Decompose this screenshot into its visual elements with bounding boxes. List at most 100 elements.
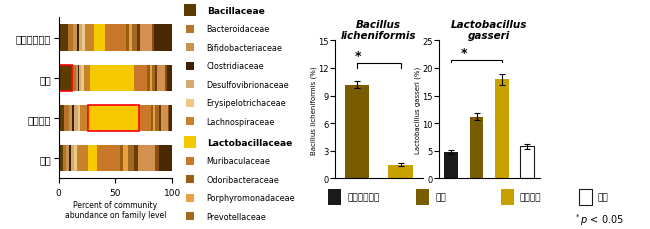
- Bar: [84, 25, 94, 51]
- Text: Erysipelotrichaceae: Erysipelotrichaceae: [207, 99, 286, 108]
- Bar: [88, 106, 139, 131]
- Bar: [94, 25, 105, 51]
- Bar: [105, 25, 125, 51]
- Text: Bacillaceae: Bacillaceae: [207, 7, 265, 16]
- Bar: [77, 146, 88, 172]
- Text: Muribaculaceae: Muribaculaceae: [207, 156, 270, 165]
- Bar: [125, 25, 129, 51]
- X-axis label: Percent of community
abundance on family level: Percent of community abundance on family…: [65, 200, 166, 219]
- Bar: [133, 25, 137, 51]
- Bar: [58, 146, 63, 172]
- Bar: [124, 146, 128, 172]
- Bar: [72, 106, 75, 131]
- Bar: [578, 189, 592, 205]
- Bar: [81, 65, 83, 91]
- Bar: [165, 65, 166, 91]
- Bar: [64, 106, 69, 131]
- Bar: [344, 85, 369, 179]
- Bar: [58, 65, 72, 91]
- Text: 糧層: 糧層: [436, 193, 447, 202]
- Bar: [495, 80, 509, 179]
- Bar: [58, 25, 68, 51]
- Text: Desulfovibrionaceae: Desulfovibrionaceae: [207, 81, 289, 90]
- Text: *: *: [354, 49, 361, 62]
- Bar: [73, 25, 77, 51]
- Y-axis label: Lactobacillus gasseri (%): Lactobacillus gasseri (%): [414, 66, 421, 153]
- Bar: [77, 25, 79, 51]
- Text: $^*p$ < 0.05: $^*p$ < 0.05: [574, 211, 624, 227]
- Bar: [75, 65, 78, 91]
- Bar: [78, 106, 80, 131]
- Bar: [129, 25, 133, 51]
- Bar: [90, 65, 134, 91]
- Bar: [120, 146, 124, 172]
- Bar: [98, 146, 120, 172]
- Bar: [69, 146, 71, 172]
- Text: Bifidobacteriaceae: Bifidobacteriaceae: [207, 44, 283, 53]
- Text: Bacteroidaceae: Bacteroidaceae: [207, 25, 270, 34]
- Bar: [154, 25, 172, 51]
- Bar: [58, 65, 72, 91]
- Bar: [83, 65, 90, 91]
- Text: Lactobacillaceae: Lactobacillaceae: [207, 138, 292, 147]
- Bar: [151, 65, 155, 91]
- Bar: [166, 65, 172, 91]
- Bar: [88, 146, 98, 172]
- Bar: [66, 146, 69, 172]
- Text: Clostridiaceae: Clostridiaceae: [207, 62, 265, 71]
- Bar: [88, 106, 139, 131]
- Bar: [151, 106, 153, 131]
- Y-axis label: Bacillus licheniformis (%): Bacillus licheniformis (%): [310, 66, 317, 154]
- Bar: [69, 106, 72, 131]
- Text: Porphyromonadaceae: Porphyromonadaceae: [207, 193, 295, 202]
- Title: Bacillus
licheniformis: Bacillus licheniformis: [341, 20, 417, 41]
- Text: コントロール: コントロール: [348, 193, 380, 202]
- Bar: [469, 117, 484, 179]
- Bar: [150, 65, 152, 91]
- Bar: [72, 65, 75, 91]
- Bar: [161, 106, 168, 131]
- Bar: [328, 189, 341, 205]
- Bar: [137, 25, 140, 51]
- Text: 亜糧粉層: 亜糧粉層: [520, 193, 541, 202]
- Text: Lachnospiraceae: Lachnospiraceae: [207, 117, 275, 126]
- Bar: [128, 146, 134, 172]
- Bar: [74, 106, 78, 131]
- Bar: [155, 65, 157, 91]
- Text: Prevotellaceae: Prevotellaceae: [207, 212, 266, 221]
- Bar: [157, 65, 165, 91]
- Text: 胚乳: 胚乳: [598, 193, 609, 202]
- Bar: [138, 146, 155, 172]
- Bar: [155, 106, 159, 131]
- Bar: [80, 106, 88, 131]
- Bar: [389, 165, 413, 179]
- Bar: [71, 146, 74, 172]
- Bar: [134, 146, 138, 172]
- Text: Odoribacteraceae: Odoribacteraceae: [207, 175, 280, 184]
- Bar: [68, 25, 73, 51]
- Bar: [134, 65, 147, 91]
- Bar: [445, 152, 458, 179]
- Bar: [74, 146, 77, 172]
- Bar: [500, 189, 514, 205]
- Bar: [58, 106, 64, 131]
- Bar: [169, 106, 172, 131]
- Bar: [79, 25, 83, 51]
- Bar: [153, 106, 155, 131]
- Bar: [79, 65, 81, 91]
- Bar: [63, 146, 66, 172]
- Bar: [140, 25, 151, 51]
- Bar: [159, 146, 172, 172]
- Bar: [159, 106, 161, 131]
- Bar: [151, 25, 154, 51]
- Bar: [139, 106, 151, 131]
- Bar: [520, 147, 534, 179]
- Bar: [155, 146, 159, 172]
- Bar: [147, 65, 150, 91]
- Text: *: *: [461, 46, 467, 59]
- Title: Lactobacillus
gasseri: Lactobacillus gasseri: [451, 20, 527, 41]
- Bar: [83, 25, 84, 51]
- Bar: [168, 106, 169, 131]
- Bar: [78, 65, 79, 91]
- Bar: [416, 189, 429, 205]
